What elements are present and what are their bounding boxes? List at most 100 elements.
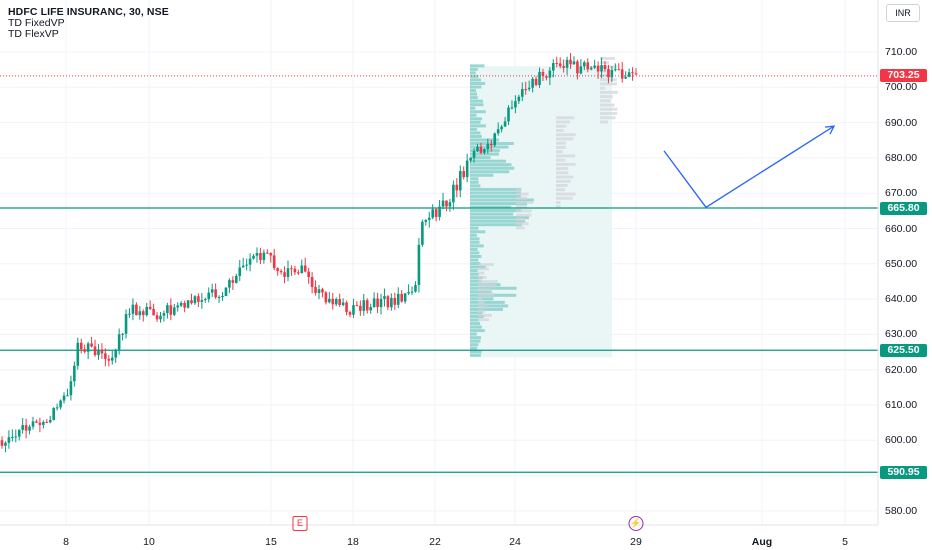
price-tag-horizontal-line: 665.80 — [880, 201, 927, 215]
volume-profile-bar — [470, 198, 534, 202]
price-tick-label: 650.00 — [885, 257, 918, 270]
candle-body — [455, 184, 459, 191]
flex-profile-bar — [600, 103, 615, 107]
candle-body — [417, 244, 421, 285]
time-tick-label: 10 — [143, 536, 155, 548]
candle-body — [241, 265, 245, 268]
candle-body — [155, 315, 159, 320]
flex-profile-bar — [556, 150, 563, 154]
candle-body — [427, 217, 431, 220]
candle-body — [259, 253, 262, 261]
flex-profile-bar — [600, 116, 616, 120]
flex-profile-bar — [556, 124, 567, 128]
symbol-title[interactable]: HDFC LIFE INSURANC, 30, NSE — [8, 6, 169, 18]
trend-line-drawing[interactable] — [663, 125, 836, 209]
volume-profile-bar — [470, 202, 528, 206]
candle-body — [579, 66, 583, 74]
volume-profile-bar — [470, 156, 491, 160]
candle-body — [255, 253, 259, 256]
candle-body — [69, 381, 73, 396]
candle-body — [159, 315, 162, 320]
volume-profile-bar — [470, 336, 482, 340]
flex-profile-bar — [600, 95, 613, 99]
candle-body — [114, 349, 118, 358]
volume-profile-bar — [470, 117, 483, 121]
candle-body — [338, 299, 341, 306]
candle-body — [476, 146, 479, 152]
earnings-event-icon[interactable]: E — [292, 516, 308, 531]
volume-profile-bar — [470, 180, 479, 184]
volume-profile-bar — [470, 187, 522, 191]
volume-profile-bar — [470, 92, 478, 96]
volume-profile-bar — [470, 318, 479, 322]
candle-body — [541, 71, 545, 77]
candle-body — [221, 296, 224, 298]
candle-body — [79, 342, 83, 350]
candle-body — [362, 300, 366, 311]
flex-profile-bar — [600, 120, 609, 124]
flex-profile-bar — [516, 192, 529, 196]
candle-body — [104, 353, 107, 359]
candle-body — [35, 421, 38, 423]
candle-body — [228, 280, 231, 288]
candle-body — [600, 65, 603, 72]
candle-body — [93, 346, 97, 356]
candle-body — [458, 171, 462, 191]
candle-body — [624, 76, 627, 79]
candle-body — [141, 311, 145, 316]
candle-body — [483, 149, 486, 153]
flex-profile-bar — [556, 205, 561, 209]
candle-body — [448, 202, 452, 207]
flex-profile-bar — [516, 213, 532, 217]
volume-profile-bar — [470, 212, 514, 216]
flex-profile-bar — [556, 162, 576, 166]
candle-body — [176, 305, 180, 308]
candle-body — [321, 289, 324, 293]
volume-profile-bar — [470, 166, 515, 170]
candle-body — [28, 426, 31, 431]
candle-body — [414, 284, 417, 292]
candle-body — [617, 69, 621, 71]
candle-body — [235, 275, 238, 283]
candle-body — [90, 343, 93, 347]
flex-profile-bar — [516, 196, 527, 200]
candle-body — [197, 296, 200, 302]
candle-body — [300, 265, 304, 274]
time-tick-label: 5 — [842, 536, 848, 548]
volume-profile-bar — [470, 237, 480, 241]
flex-profile-bar — [556, 154, 576, 158]
candle-body — [545, 76, 548, 78]
candle-body — [503, 121, 507, 127]
horizontal-lines[interactable] — [0, 75, 878, 473]
candle-body — [310, 276, 314, 287]
candle-body — [424, 219, 428, 222]
price-tick-label: 640.00 — [885, 293, 918, 306]
time-tick-label: 24 — [509, 536, 521, 548]
dividend-split-event-icon[interactable]: ⚡ — [628, 516, 644, 531]
volume-profile-bar — [470, 332, 477, 336]
candle-body — [631, 72, 634, 74]
candlestick-series[interactable] — [0, 53, 638, 453]
candle-body — [42, 422, 45, 425]
candle-body — [135, 304, 138, 316]
volume-profile-bar — [470, 269, 478, 273]
candle-body — [76, 342, 80, 366]
flex-profile-bar — [478, 267, 489, 271]
indicator-fixedvp[interactable]: TD FixedVP — [8, 17, 65, 29]
flex-profile-bar — [516, 222, 529, 226]
volume-profile-bar — [470, 142, 514, 146]
volume-profile-bar — [470, 184, 481, 188]
flex-profile-bar — [478, 288, 492, 292]
candle-body — [610, 69, 614, 78]
candle-body — [520, 89, 524, 97]
candle-body — [107, 358, 111, 361]
volume-profile-bar — [470, 233, 477, 237]
flex-profile-bar — [478, 301, 485, 305]
price-tick-label: 660.00 — [885, 222, 918, 235]
volume-profile-bar — [470, 145, 509, 149]
volume-profile-bar — [470, 350, 482, 354]
indicator-flexvp[interactable]: TD FlexVP — [8, 28, 59, 40]
currency-button[interactable]: INR — [886, 4, 920, 22]
volume-profile-bar — [470, 230, 486, 234]
